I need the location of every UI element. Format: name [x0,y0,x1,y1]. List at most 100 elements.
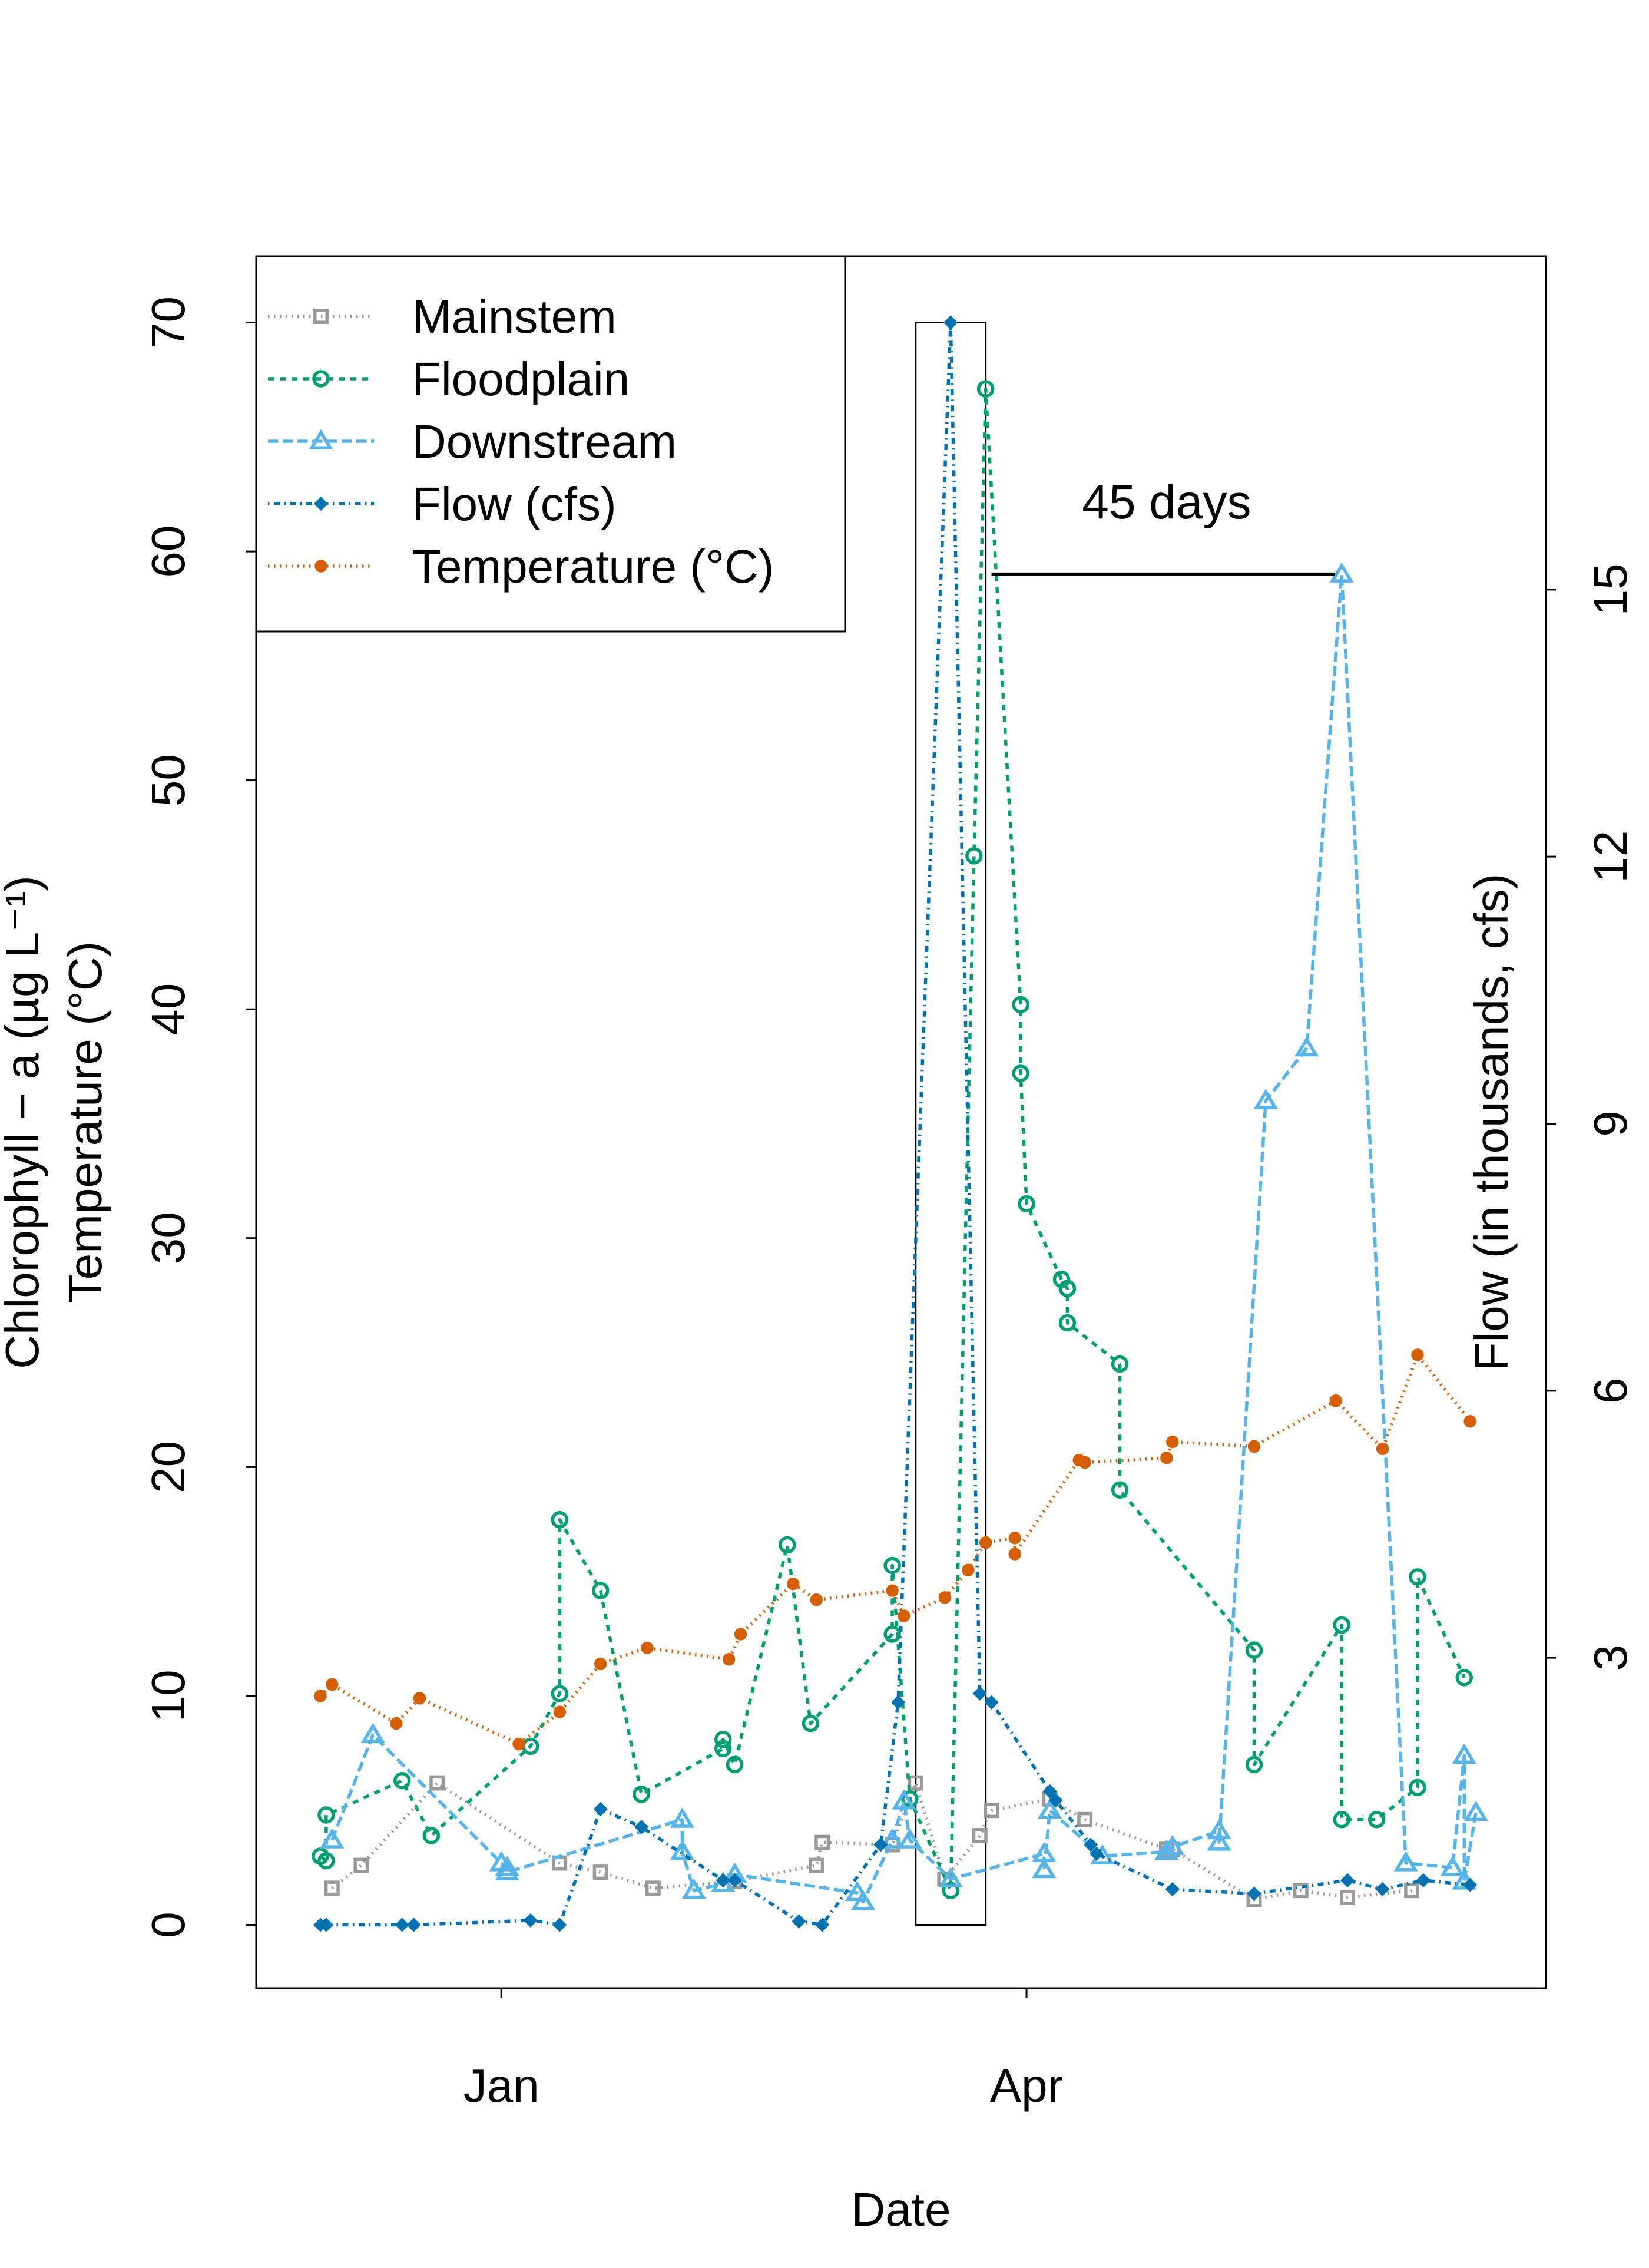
data-point-floodplain [726,1755,744,1774]
data-point-temperature-c [413,1692,426,1705]
data-point-downstream [320,1828,345,1849]
data-point-floodplain [591,1582,610,1599]
data-point-downstream [1253,1089,1278,1109]
legend-entry-flow-cfs: Flow (cfs) [268,478,617,530]
data-point-flow-cfs [1042,1784,1057,1798]
data-point-floodplain [1012,996,1029,1014]
data-point-flow-cfs [395,1917,409,1932]
data-point-temperature-c [979,1536,992,1549]
data-point-floodplain [1245,1641,1263,1659]
data-point-downstream [1452,1743,1476,1764]
data-point-floodplain [1058,1280,1077,1298]
data-point-floodplain [779,1536,796,1554]
data-point-flow-cfs [943,315,958,330]
y-axis-title-chlorophyll: Chlorophyll − a (µg L⁻¹) [0,875,48,1369]
left-axis-tick-label: 20 [142,1441,194,1493]
data-point-mainstem [809,1857,824,1873]
legend-entry-temperature-c: Temperature (°C) [268,540,774,593]
y-axis-title-temperature: Temperature (°C) [59,941,111,1303]
data-point-floodplain [633,1786,650,1803]
data-point-temperature-c [1008,1548,1021,1561]
right-axis-tick-label: 9 [1584,1110,1637,1137]
series-floodplain [312,380,1473,1899]
x-axis-title: Date [852,2183,951,2236]
data-point-floodplain [883,1625,901,1643]
data-point-floodplain [1333,1616,1350,1634]
data-point-floodplain [317,1806,335,1824]
data-point-floodplain [393,1771,411,1790]
right-axis-tick-label: 12 [1584,831,1637,883]
data-point-downstream [360,1723,385,1743]
data-point-temperature-c [722,1653,736,1666]
data-point-flow-cfs [716,1873,730,1888]
data-point-temperature-c [1160,1452,1173,1464]
data-point-flow-cfs [1340,1873,1355,1888]
data-point-floodplain [883,1556,901,1575]
data-point-temperature-c [938,1591,952,1604]
data-point-mainstem [972,1828,988,1843]
data-point-temperature-c [512,1737,525,1751]
axes: 0 10 20 30 40 50 60 70 3 6 9 12 15 Jan Apr Date Chloroph… [0,255,1637,2236]
data-point-downstream [938,1867,963,1887]
data-point-floodplain [714,1740,732,1758]
data-point-downstream [1207,1819,1231,1840]
data-point-floodplain [942,1882,959,1899]
data-point-floodplain [1409,1568,1426,1586]
data-point-downstream [495,1860,519,1881]
data-point-temperature-c [1078,1456,1091,1469]
data-point-floodplain [1409,1778,1426,1797]
data-point-flow-cfs [593,1801,608,1817]
data-point-downstream [1038,1798,1062,1819]
data-point-floodplain [802,1714,820,1733]
data-point-downstream [681,1878,706,1899]
series-flow-cfs [313,315,1478,1932]
data-point-downstream [845,1880,870,1902]
data-point-flow-cfs [406,1917,421,1932]
data-point-downstream [898,1828,922,1849]
data-point-floodplain [1455,1669,1473,1687]
legend-entry-downstream: Downstream [268,415,677,468]
data-point-temperature-c [1329,1394,1342,1407]
data-point-floodplain [1058,1314,1077,1332]
series-line-floodplain [319,387,1466,1892]
legend-marker-temperature-c [314,560,327,573]
data-point-floodplain [1111,1481,1129,1499]
data-point-downstream [850,1890,876,1910]
data-point-temperature-c [1411,1348,1424,1361]
data-point-flow-cfs [1089,1846,1104,1861]
data-point-downstream [1160,1835,1185,1856]
legend-entry-floodplain: Floodplain [268,353,630,405]
span-label: 45 days [1082,475,1251,529]
data-point-temperature-c [886,1584,899,1597]
left-axis-tick-label: 60 [142,525,194,578]
data-point-floodplain [714,1731,732,1748]
data-point-mainstem [908,1775,923,1791]
data-point-downstream [1463,1800,1488,1821]
legend-label-mainstem: Mainstem [412,290,617,343]
legend-marker-downstream [309,429,333,449]
data-point-temperature-c [734,1628,747,1641]
data-point-downstream [495,1856,519,1876]
data-point-floodplain [976,380,995,398]
legend-label-downstream: Downstream [412,415,677,468]
data-point-temperature-c [898,1609,910,1622]
legend-entry-mainstem: Mainstem [268,290,617,343]
data-point-temperature-c [1463,1414,1476,1428]
data-point-floodplain [1245,1755,1263,1774]
data-point-mainstem [645,1880,661,1896]
data-point-temperature-c [314,1690,327,1702]
data-point-flow-cfs [792,1914,806,1929]
data-point-temperature-c [553,1705,566,1718]
data-point-mainstem [1077,1811,1093,1827]
legend-box [255,255,846,633]
data-point-flow-cfs [972,1686,987,1701]
data-point-flow-cfs [1416,1873,1431,1888]
data-point-temperature-c [641,1641,654,1655]
data-point-floodplain [1018,1195,1035,1213]
data-point-downstream [880,1828,905,1849]
data-point-downstream [1440,1856,1465,1876]
legend-marker-floodplain [312,370,330,388]
data-point-floodplain [965,847,983,865]
data-point-floodplain [551,1510,569,1529]
